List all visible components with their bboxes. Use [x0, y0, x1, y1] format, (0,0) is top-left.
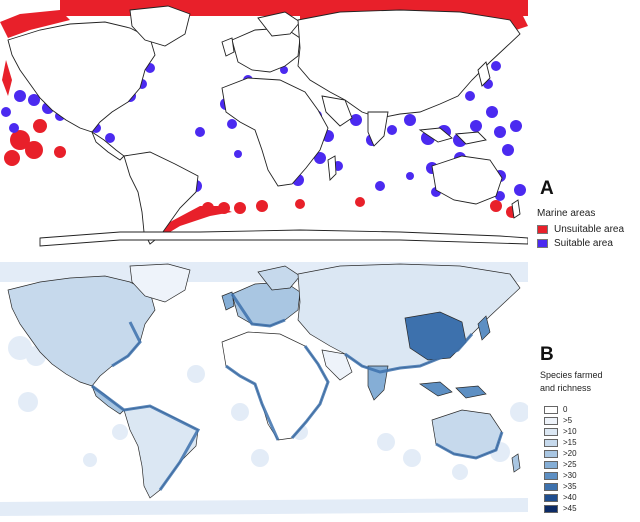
- species-richness-map: [0, 262, 528, 522]
- legend-a-item-suitable: Suitable area: [537, 238, 613, 249]
- legend-b-label: >10: [563, 427, 577, 436]
- legend-b-item: >30: [544, 471, 577, 480]
- legend-a-item-unsuitable: Unsuitable area: [537, 224, 624, 235]
- legend-b-swatch: [544, 482, 558, 491]
- legend-b-title-line1: Species farmed: [540, 370, 603, 380]
- legend-b-item: >40: [544, 493, 577, 502]
- legend-a-label-suitable: Suitable area: [554, 238, 613, 249]
- legend-b-label: >15: [563, 438, 577, 447]
- legend-b-item: >15: [544, 438, 577, 447]
- legend-b-label: >45: [563, 504, 577, 513]
- legend-b-label: >35: [563, 482, 577, 491]
- legend-b-swatch: [544, 504, 558, 513]
- legend-b-swatch: [544, 471, 558, 480]
- land-masses-b: [7, 263, 521, 499]
- legend-b-item: >10: [544, 427, 577, 436]
- map-panel-a: A: [0, 0, 554, 258]
- suitable-swatch: [537, 239, 548, 248]
- eez-light: [0, 262, 528, 516]
- legend-b-title-line2: and richness: [540, 383, 592, 393]
- marine-suitability-map: [0, 0, 528, 247]
- legend-b-swatch: [544, 405, 558, 414]
- legend-b-swatch: [544, 427, 558, 436]
- legend-a-title: Marine areas: [537, 208, 596, 219]
- legend-b-label: >25: [563, 460, 577, 469]
- legend-b-label: >40: [563, 493, 577, 502]
- legend-b-swatch: [544, 460, 558, 469]
- legend-b-item: >45: [544, 504, 577, 513]
- coastal-richness: [91, 293, 504, 491]
- legend-b-item: 0: [544, 405, 567, 414]
- legend-b-swatch: [544, 493, 558, 502]
- legend-b-item: >5: [544, 416, 572, 425]
- legend-b-swatch: [544, 416, 558, 425]
- legend-b-swatch: [544, 449, 558, 458]
- legend-b-label: 0: [563, 405, 568, 414]
- panel-b-label: B: [540, 344, 554, 365]
- legend-a-label-unsuitable: Unsuitable area: [554, 224, 625, 235]
- legend-b-item: >35: [544, 482, 577, 491]
- legend-b-label: >30: [563, 471, 577, 480]
- map-panel-b: B: [0, 262, 554, 522]
- land-masses-a: [7, 5, 528, 247]
- legend-b-swatch: [544, 438, 558, 447]
- unsuitable-swatch: [537, 225, 548, 234]
- panel-a-label: A: [540, 178, 554, 199]
- legend-b-item: >20: [544, 449, 577, 458]
- legend-b-item: >25: [544, 460, 577, 469]
- legend-b-label: >20: [563, 449, 577, 458]
- legend-b-label: >5: [563, 416, 573, 425]
